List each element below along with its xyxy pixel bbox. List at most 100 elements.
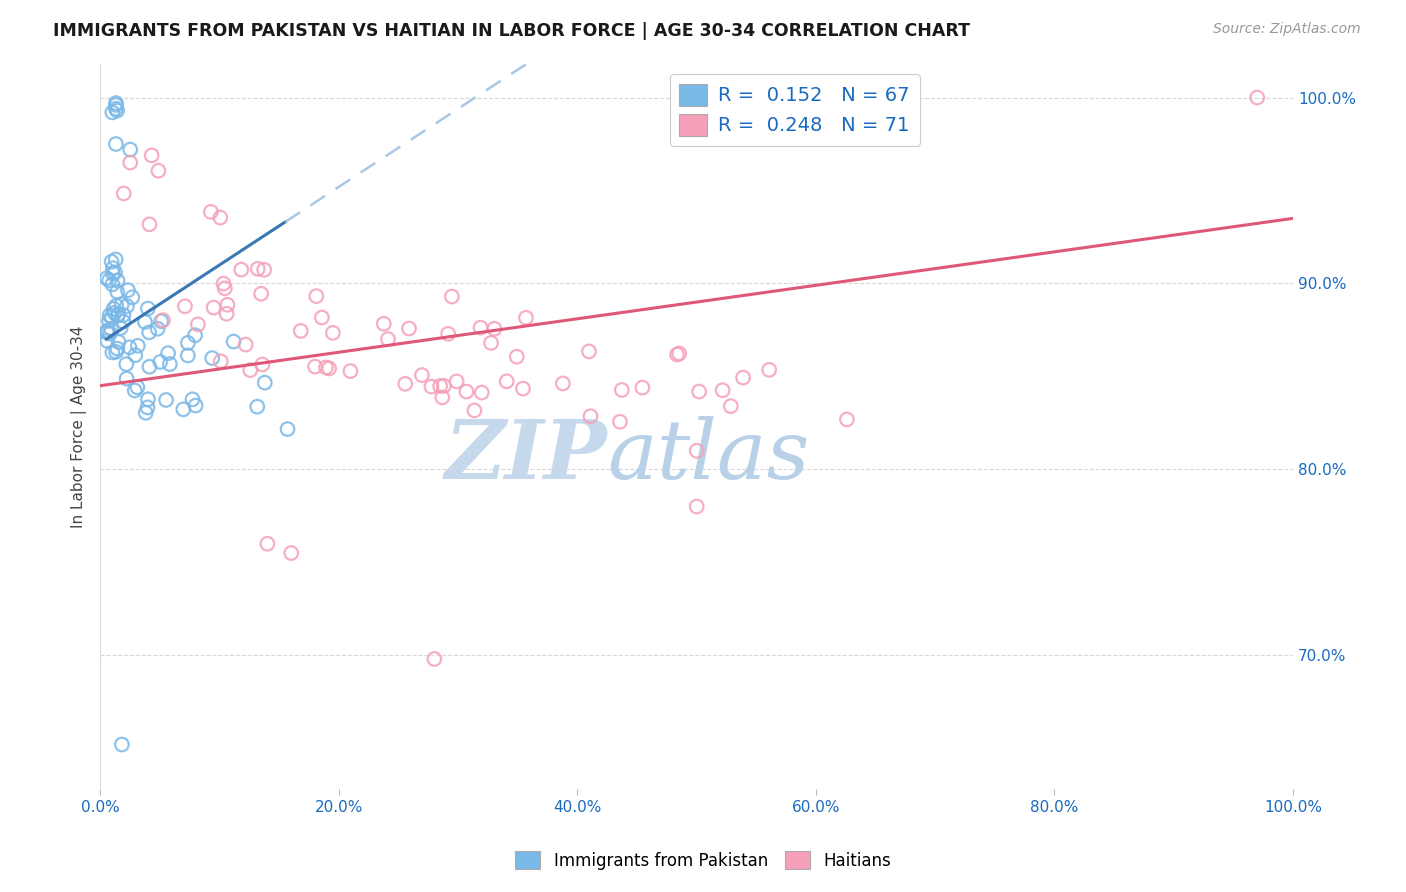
Point [420,379,443,393]
Point [318,361,340,376]
Point [432,390,454,404]
Point [100,254,122,268]
Point [172,402,194,417]
Point [98,326,121,341]
Point [686,443,709,458]
Point [429,379,451,393]
Point [117,283,139,297]
Point [127,380,149,394]
Point [246,400,269,414]
Point [97,314,120,328]
Point [103,306,125,320]
Point [515,310,537,325]
Point [104,136,127,151]
Point [446,375,468,389]
Point [433,379,456,393]
Y-axis label: In Labor Force | Age 30-34: In Labor Force | Age 30-34 [72,326,87,528]
Point [246,261,269,276]
Point [124,384,146,398]
Point [104,265,127,279]
Point [111,297,134,311]
Point [200,205,222,219]
Point [138,217,160,231]
Point [322,326,344,340]
Point [394,376,416,391]
Point [252,358,274,372]
Point [174,299,197,313]
Point [105,285,128,299]
Point [304,359,326,374]
Point [157,346,180,360]
Point [215,307,238,321]
Point [107,307,129,321]
Point [121,290,143,304]
Point [115,371,138,385]
Point [105,103,128,118]
Point [222,334,245,349]
Point [250,286,273,301]
Point [96,271,118,285]
Point [103,301,125,316]
Point [1246,90,1268,104]
Point [138,326,160,340]
Text: ZIP: ZIP [444,416,607,496]
Point [146,322,169,336]
Point [758,363,780,377]
Point [688,384,710,399]
Point [456,384,478,399]
Point [127,339,149,353]
Point [506,350,529,364]
Point [136,301,159,316]
Point [201,351,224,365]
Text: IMMIGRANTS FROM PAKISTAN VS HAITIAN IN LABOR FORCE | AGE 30-34 CORRELATION CHART: IMMIGRANTS FROM PAKISTAN VS HAITIAN IN L… [53,22,970,40]
Text: atlas: atlas [607,416,810,496]
Point [280,546,302,560]
Point [101,261,124,276]
Point [398,321,420,335]
Point [551,376,574,391]
Point [112,314,135,328]
Point [141,148,163,162]
Point [136,401,159,415]
Point [235,337,257,351]
Point [120,155,142,169]
Point [512,382,534,396]
Point [101,345,124,359]
Point [115,357,138,371]
Point [136,392,159,407]
Point [610,383,633,397]
Point [187,318,209,332]
Point [256,537,278,551]
Point [631,381,654,395]
Point [104,102,127,116]
Point [104,98,127,112]
Point [134,315,156,329]
Point [112,186,135,201]
Point [177,335,200,350]
Point [111,738,134,752]
Point [666,347,689,361]
Point [152,313,174,327]
Point [209,354,232,368]
Text: Source: ZipAtlas.com: Source: ZipAtlas.com [1213,22,1361,37]
Point [98,309,121,323]
Point [609,415,631,429]
Point [104,252,127,267]
Point [184,399,207,413]
Point [101,277,124,292]
Point [711,383,734,397]
Point [96,334,118,348]
Point [98,273,121,287]
Point [101,105,124,120]
Point [578,344,600,359]
Point [138,359,160,374]
Point [148,163,170,178]
Point [105,299,128,313]
Point [107,334,129,349]
Point [96,326,118,340]
Point [720,399,742,413]
Legend: Immigrants from Pakistan, Haitians: Immigrants from Pakistan, Haitians [509,845,897,877]
Point [484,322,506,336]
Point [686,500,709,514]
Point [177,349,200,363]
